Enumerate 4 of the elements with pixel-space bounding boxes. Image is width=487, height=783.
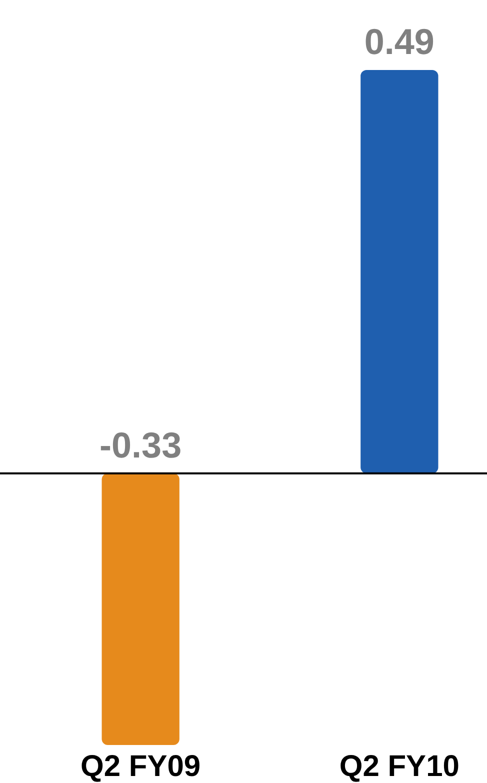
x-tick-label: Q2 FY10	[339, 750, 460, 783]
data-label: 0.49	[364, 21, 434, 62]
x-tick-label: Q2 FY09	[80, 750, 201, 783]
data-label: -0.33	[100, 424, 182, 466]
